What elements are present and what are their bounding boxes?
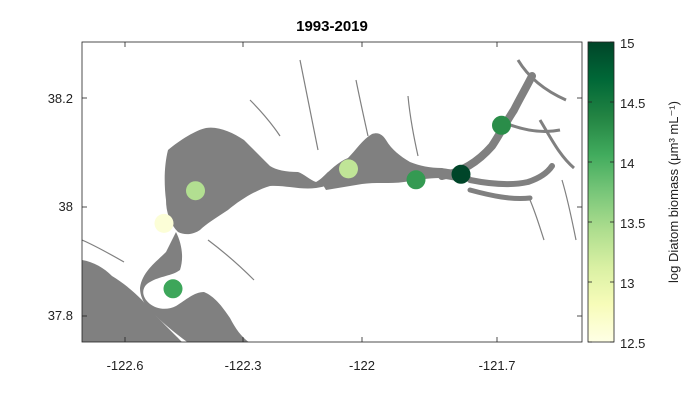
map-plot-area <box>82 42 582 342</box>
x-tick-label: -122.6 <box>107 358 144 373</box>
colorbar-label: log Diatom biomass (μm³ mL⁻¹) <box>666 101 681 283</box>
southern-landmass <box>82 260 182 342</box>
chart-title: 1993-2019 <box>296 18 368 35</box>
colorbar-tick-label: 15 <box>620 36 634 51</box>
san-pablo-bay <box>164 127 335 235</box>
station-marker <box>186 181 205 201</box>
station-markers <box>154 115 511 299</box>
suisun-bay <box>320 133 472 190</box>
x-tick-marks <box>124 42 498 342</box>
colorbar-tick-label: 14 <box>620 156 634 171</box>
colorbar-tick-label: 12.5 <box>620 336 645 351</box>
x-tick-label: -121.7 <box>479 358 516 373</box>
delta-channel <box>467 187 533 201</box>
colorbar-tick-label: 14.5 <box>620 96 645 111</box>
station-marker <box>339 159 358 179</box>
station-marker <box>451 164 471 184</box>
delta-channel <box>467 163 555 188</box>
plot-frame <box>81 41 583 343</box>
y-tick-label: 38.2 <box>48 91 73 106</box>
central-bay <box>140 232 249 342</box>
station-marker <box>406 170 426 190</box>
station-marker <box>154 213 174 233</box>
y-tick-label: 38 <box>59 199 73 214</box>
station-marker <box>492 115 511 135</box>
colorbar-tick-label: 13.5 <box>620 216 645 231</box>
y-tick-label: 37.8 <box>48 308 73 323</box>
station-marker <box>163 279 183 299</box>
colorbar-tick-label: 13 <box>620 276 634 291</box>
x-tick-label: -122.3 <box>225 358 262 373</box>
colorbar-tick-marks <box>588 41 614 343</box>
x-tick-label: -122 <box>349 358 375 373</box>
bay-landmass <box>82 59 577 342</box>
y-tick-marks <box>82 97 582 317</box>
shoreline-detail <box>82 59 577 281</box>
colorbar <box>587 41 615 343</box>
